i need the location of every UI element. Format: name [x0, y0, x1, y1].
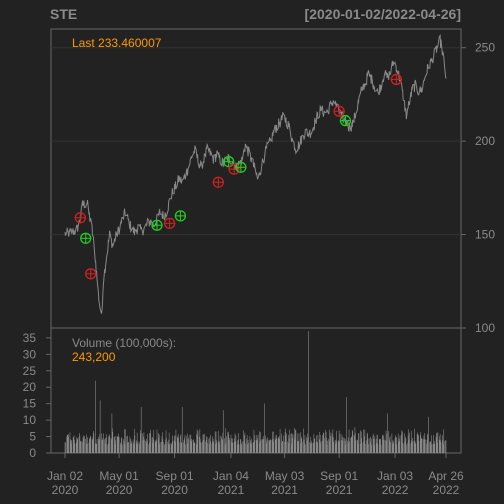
volume-y-tick-label: 20 [23, 380, 37, 394]
x-tick-label-date: Jan 03 [377, 469, 413, 483]
x-tick-label-date: Apr 26 [428, 469, 464, 483]
x-tick-label-year: 2022 [382, 483, 409, 497]
x-tick-label-date: May 03 [265, 469, 305, 483]
volume-bars [64, 331, 447, 453]
buy-marker [339, 114, 352, 127]
volume-y-tick-label: 0 [29, 446, 36, 460]
price-legend-name: Last [72, 36, 95, 50]
x-tick-label-date: Jan 04 [213, 469, 249, 483]
sell-marker [212, 176, 224, 188]
sell-marker [228, 163, 240, 175]
x-tick-label-year: 2021 [326, 483, 353, 497]
sell-marker [85, 268, 97, 280]
x-tick-label-year: 2021 [271, 483, 298, 497]
price-grid [51, 47, 461, 236]
sell-marker [333, 105, 345, 117]
volume-legend-label: Volume (100,000s): [72, 336, 176, 350]
x-tick-label-year: 2020 [106, 483, 133, 497]
volume-legend-value: 243,200 [72, 350, 116, 364]
volume-y-axis: 0 5 10 15 20 25 30 35 [23, 331, 51, 460]
x-tick-label-date: May 01 [99, 469, 139, 483]
trade-markers [74, 73, 403, 280]
volume-y-tick-label: 30 [23, 347, 37, 361]
price-y-tick-label: 200 [475, 134, 495, 148]
price-y-axis: 100 150 200 250 [461, 41, 495, 335]
buy-marker [151, 219, 163, 231]
x-tick-label-year: 2022 [433, 483, 460, 497]
chart-symbol: STE [50, 6, 77, 22]
volume-bar-series [64, 331, 447, 453]
price-legend-label: Last 233.460007 [72, 36, 162, 50]
volume-y-tick-label: 35 [23, 331, 37, 345]
volume-y-tick-label: 5 [29, 430, 36, 444]
sell-marker [390, 73, 403, 86]
buy-marker [223, 156, 235, 168]
x-tick-label-year: 2021 [218, 483, 245, 497]
sell-marker [74, 212, 86, 224]
price-y-tick-label: 150 [475, 228, 495, 242]
x-tick-label-date: Sep 01 [156, 469, 194, 483]
price-panel: 100 150 200 250 Last 233.460007 [50, 28, 495, 335]
volume-panel: 0 5 10 15 20 25 30 35 Volume (100,000s): 243,20… [23, 327, 462, 460]
price-legend-value: 233.460007 [98, 36, 162, 50]
x-tick-label-date: Sep 01 [320, 469, 358, 483]
chart-date-range: [2020-01-02/2022-04-26] [305, 6, 461, 22]
price-series-line [64, 33, 447, 314]
sell-marker [163, 217, 176, 230]
price-y-tick-label: 250 [475, 41, 495, 55]
volume-y-tick-label: 10 [23, 413, 37, 427]
buy-marker [80, 232, 92, 244]
buy-marker [174, 210, 187, 222]
buy-marker [235, 161, 247, 173]
price-y-tick-label: 100 [475, 321, 495, 335]
volume-y-tick-label: 25 [23, 364, 37, 378]
x-tick-label-year: 2020 [52, 483, 79, 497]
x-tick-label-date: Jan 02 [47, 469, 83, 483]
x-tick-label-year: 2020 [161, 483, 188, 497]
volume-y-tick-label: 15 [23, 397, 37, 411]
